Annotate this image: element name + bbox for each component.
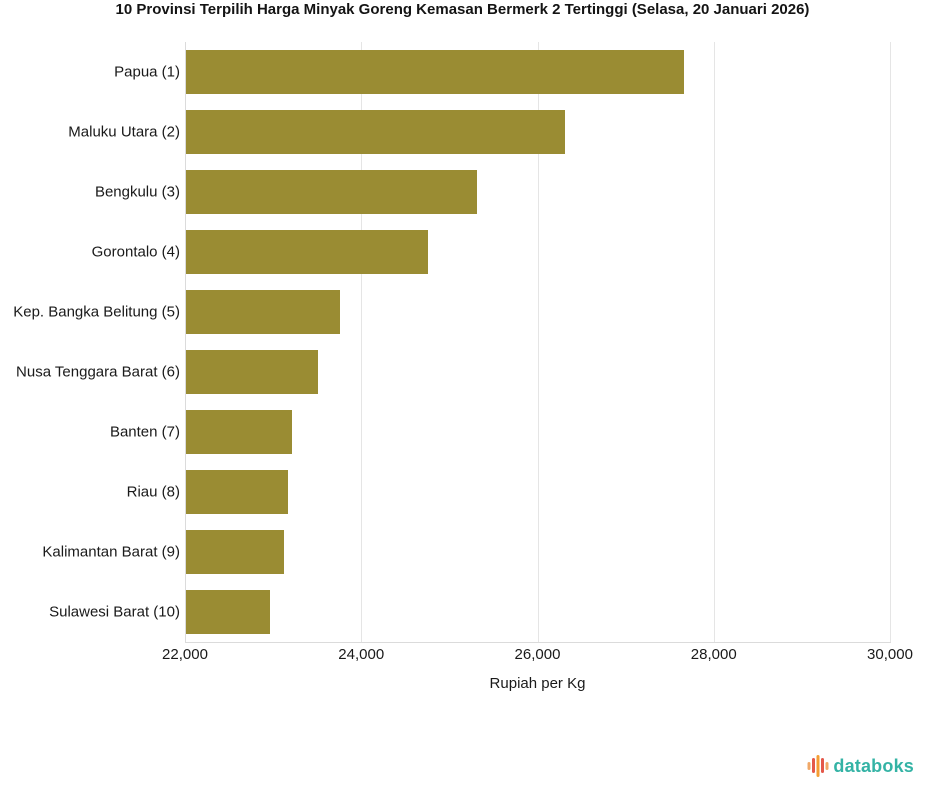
brand-name: databoks bbox=[833, 756, 914, 776]
x-tick-label: 24,000 bbox=[338, 646, 385, 663]
bar-row: Maluku Utara (2) bbox=[68, 102, 891, 162]
x-tick-label: 22,000 bbox=[162, 646, 208, 663]
category-label: Papua (1) bbox=[114, 63, 180, 81]
bar-row: Nusa Tenggara Barat (6) bbox=[16, 342, 891, 402]
bar-row: Sulawesi Barat (10) bbox=[49, 582, 891, 642]
gridline bbox=[890, 42, 891, 642]
equalizer-bars-icon bbox=[807, 755, 829, 777]
bar-row: Bengkulu (3) bbox=[95, 162, 891, 222]
gridline bbox=[713, 42, 715, 642]
bar[interactable] bbox=[186, 590, 270, 634]
bar[interactable] bbox=[186, 230, 429, 274]
bar[interactable] bbox=[186, 350, 319, 394]
bar[interactable] bbox=[186, 410, 292, 454]
category-label: Riau (8) bbox=[126, 483, 180, 501]
category-label: Nusa Tenggara Barat (6) bbox=[16, 363, 180, 381]
bar[interactable] bbox=[186, 170, 477, 214]
bar[interactable] bbox=[186, 470, 289, 514]
bar-row: Gorontalo (4) bbox=[92, 222, 891, 282]
bar-row: Kalimantan Barat (9) bbox=[42, 522, 891, 582]
bar[interactable] bbox=[186, 50, 684, 94]
chart-title: 10 Provinsi Terpilih Harga Minyak Goreng… bbox=[115, 1, 810, 18]
bar-row: Riau (8) bbox=[127, 462, 891, 522]
x-axis-ticks: 22,000 24,000 26,000 28,000 30,000 bbox=[162, 646, 913, 666]
bar-row: Papua (1) bbox=[114, 42, 891, 102]
category-label: Gorontalo (4) bbox=[91, 243, 180, 261]
databoks-logo[interactable]: databoks bbox=[807, 754, 914, 779]
plot-area: Papua (1) Maluku Utara (2) Bengkulu (3) Gor… bbox=[13, 42, 891, 643]
gridline bbox=[537, 42, 539, 642]
category-label: Kep. Bangka Belitung (5) bbox=[13, 303, 180, 321]
category-label: Banten (7) bbox=[109, 423, 180, 441]
gridline bbox=[361, 42, 363, 642]
category-label: Maluku Utara (2) bbox=[68, 123, 180, 141]
bar[interactable] bbox=[186, 290, 341, 334]
category-label: Bengkulu (3) bbox=[94, 183, 180, 201]
x-tick-label: 28,000 bbox=[690, 646, 737, 663]
x-tick-label: 30,000 bbox=[867, 646, 913, 663]
category-label: Sulawesi Barat (10) bbox=[49, 603, 180, 621]
x-axis-title: Rupiah per Kg bbox=[489, 675, 586, 692]
bar-row: Kep. Bangka Belitung (5) bbox=[13, 282, 891, 342]
bar[interactable] bbox=[186, 110, 565, 154]
bar[interactable] bbox=[186, 530, 284, 574]
bar-row: Banten (7) bbox=[110, 402, 891, 462]
category-label: Kalimantan Barat (9) bbox=[42, 543, 180, 561]
x-tick-label: 26,000 bbox=[514, 646, 561, 663]
